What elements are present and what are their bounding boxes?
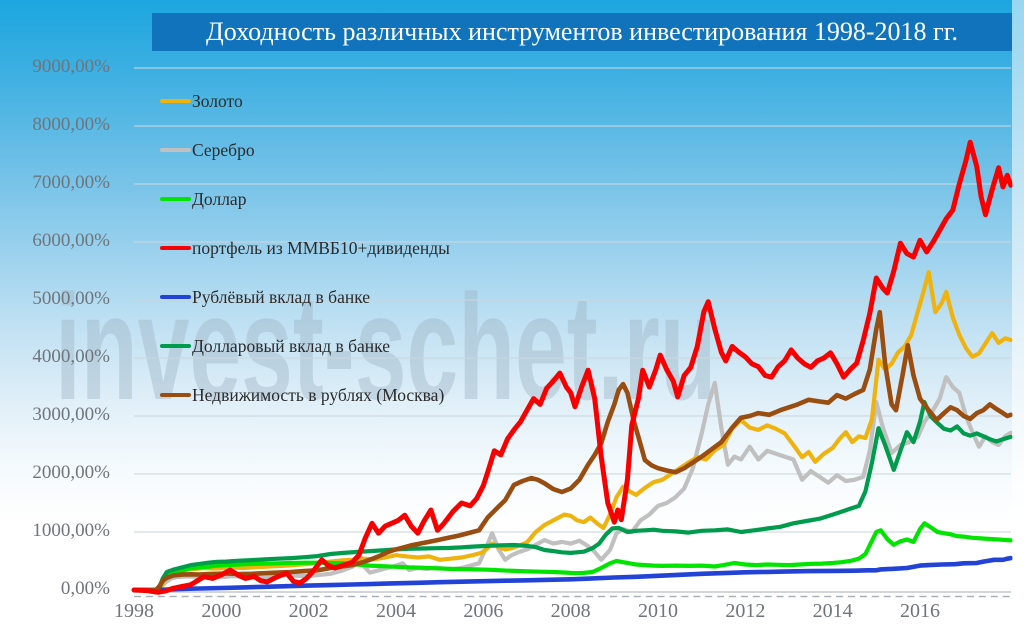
x-tick-label: 2014 <box>812 600 853 622</box>
legend-swatch-icon <box>160 294 191 300</box>
series-line-5 <box>131 555 1014 593</box>
series-line-4 <box>131 139 1014 595</box>
series-line-6 <box>131 400 1013 593</box>
legend-swatch-icon <box>160 343 191 349</box>
legend-label: Рублёвый вклад в банке <box>192 286 371 307</box>
x-tick-label: 1998 <box>114 600 154 622</box>
legend-label: портфель из ММВБ10+дивиденды <box>192 237 450 258</box>
x-tick-label: 2000 <box>201 600 242 622</box>
legend-swatch-icon <box>160 196 191 202</box>
y-tick-label: 9000,00% <box>32 56 110 77</box>
legend-item: Доллар <box>160 188 246 210</box>
x-tick-label: 2006 <box>463 600 504 622</box>
legend-item: Золото <box>160 90 243 112</box>
legend-label: Доллар <box>192 188 247 209</box>
x-tick-label: 2012 <box>725 600 766 622</box>
legend-swatch-icon <box>160 147 191 153</box>
y-tick-label: 6000,00% <box>32 230 110 251</box>
legend-item: Недвижимость в рублях (Москва) <box>160 384 444 406</box>
y-tick-label: 7000,00% <box>32 172 110 193</box>
x-tick-label: 2004 <box>376 600 416 622</box>
legend-swatch-icon <box>160 98 191 104</box>
x-tick-label: 2002 <box>288 600 329 622</box>
legend-swatch-icon <box>160 245 191 251</box>
legend-label: Серебро <box>192 139 255 160</box>
legend-label: Недвижимость в рублях (Москва) <box>192 384 445 405</box>
y-tick-label: 8000,00% <box>32 114 110 135</box>
plot-right-margin <box>1012 0 1024 639</box>
legend-item: Долларовый вклад в банке <box>160 335 390 357</box>
legend-swatch-icon <box>160 392 191 398</box>
legend-label: Долларовый вклад в банке <box>192 335 391 356</box>
y-tick-label: 0,00% <box>60 578 110 599</box>
y-tick-label: 5000,00% <box>32 288 110 309</box>
chart-title: Доходность различных инструментов инвест… <box>152 13 1012 51</box>
x-tick-label: 2008 <box>550 600 591 622</box>
legend-item: портфель из ММВБ10+дивиденды <box>160 237 450 259</box>
y-tick-label: 4000,00% <box>32 346 110 367</box>
legend-label: Золото <box>192 90 243 111</box>
series-line-3 <box>131 521 1013 593</box>
x-tick-label: 2010 <box>638 600 678 622</box>
y-tick-label: 1000,00% <box>32 520 110 541</box>
series-line-2 <box>131 375 1013 593</box>
y-tick-label: 2000,00% <box>32 462 110 483</box>
legend-item: Рублёвый вклад в банке <box>160 286 370 308</box>
legend-item: Серебро <box>160 139 255 161</box>
y-tick-label: 3000,00% <box>32 404 110 425</box>
x-tick-label: 2016 <box>900 600 940 622</box>
